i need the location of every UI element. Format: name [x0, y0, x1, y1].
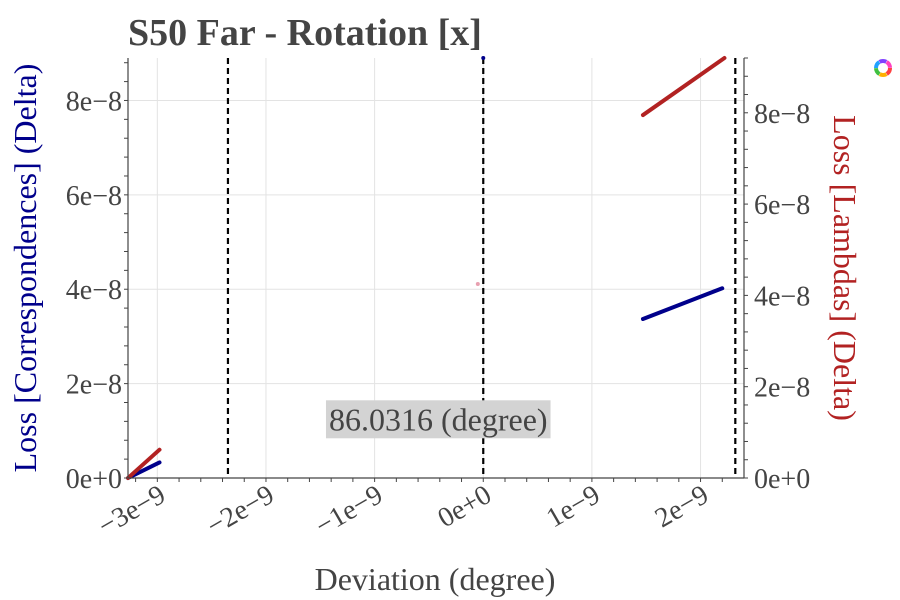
chart-title: S50 Far - Rotation [x] — [128, 12, 482, 54]
x-tick-label: −1e−9 — [310, 479, 388, 542]
y-axis-left-title: Loss [Correspondences] (Delta) — [7, 64, 43, 473]
tick-labels: −3e−9 −2e−9 −1e−9 0e+0 1e−9 2e−90e+02e−84e−86… — [66, 86, 810, 542]
annotation-box — [325, 400, 551, 439]
y-right-tick-label: 2e−8 — [754, 373, 810, 404]
y-left-tick-label: 4e−8 — [66, 275, 122, 306]
colorful-wheel-icon[interactable] — [874, 59, 892, 77]
data-segment — [126, 447, 162, 480]
x-tick-label: 2e−9 — [650, 479, 714, 534]
annotation: 86.0316 (degree) — [325, 400, 551, 439]
y-right-tick-label: 0e+0 — [754, 464, 810, 495]
x-axis-title: Deviation (degree) — [315, 561, 556, 597]
data-segment — [640, 286, 725, 321]
y-right-tick-label: 8e−8 — [754, 99, 810, 130]
y-right-tick-label: 4e−8 — [754, 281, 810, 312]
y-axis-right-title: Loss [Lambdas] (Delta) — [827, 115, 863, 421]
axes — [124, 57, 748, 482]
x-tick-label: 1e−9 — [541, 479, 605, 534]
y-left-tick-label: 0e+0 — [66, 464, 122, 495]
data-segment — [640, 56, 727, 118]
data-marks — [126, 56, 727, 480]
data-point — [475, 281, 480, 286]
y-right-tick-label: 6e−8 — [754, 190, 810, 221]
y-left-tick-label: 2e−8 — [66, 370, 122, 401]
x-tick-label: 0e+0 — [433, 479, 497, 534]
annotation-label: 86.0316 (degree) — [325, 400, 551, 439]
y-left-tick-label: 8e−8 — [66, 86, 122, 117]
x-tick-label: −2e−9 — [202, 479, 280, 542]
y-left-tick-label: 6e−8 — [66, 181, 122, 212]
annotation-text: 86.0316 (degree) — [329, 401, 548, 437]
data-point — [481, 56, 486, 60]
